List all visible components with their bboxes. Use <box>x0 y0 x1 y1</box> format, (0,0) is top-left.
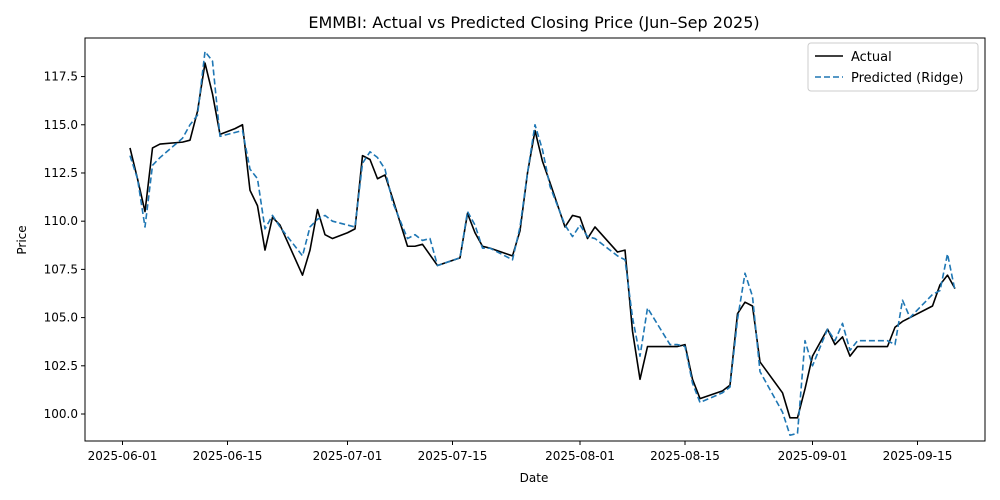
x-tick-label: 2025-07-15 <box>418 449 488 463</box>
y-tick-label: 110.0 <box>44 214 78 228</box>
legend: Actual Predicted (Ridge) <box>807 42 979 92</box>
x-tick-label: 2025-09-01 <box>778 449 848 463</box>
x-tick-label: 2025-06-01 <box>88 449 158 463</box>
x-axis: 2025-06-01 2025-06-15 2025-07-01 2025-07-15… <box>88 441 953 463</box>
y-tick-label: 102.5 <box>44 359 78 373</box>
series-line-predicted <box>129 50 956 437</box>
series-layer <box>129 50 956 437</box>
plot-frame <box>84 37 986 442</box>
y-tick-label: 117.5 <box>44 70 78 84</box>
x-tick-label: 2025-08-01 <box>545 449 615 463</box>
y-tick-label: 112.5 <box>44 166 78 180</box>
series-line-actual <box>129 62 956 419</box>
x-axis-label: Date <box>520 471 549 485</box>
legend-label-actual: Actual <box>851 50 892 65</box>
x-tick-label: 2025-09-15 <box>883 449 953 463</box>
y-tick-label: 105.0 <box>44 311 78 325</box>
y-tick-label: 107.5 <box>44 262 78 276</box>
y-axis-label: Price <box>15 225 29 254</box>
x-tick-label: 2025-08-15 <box>650 449 720 463</box>
y-tick-label: 115.0 <box>44 118 78 132</box>
y-tick-label: 100.0 <box>44 407 78 421</box>
legend-label-predicted: Predicted (Ridge) <box>851 71 963 86</box>
plot-area <box>84 37 986 442</box>
legend-box <box>807 42 979 92</box>
x-tick-label: 2025-07-01 <box>313 449 383 463</box>
x-tick-label: 2025-06-15 <box>193 449 263 463</box>
y-axis: 100.0 102.5 105.0 107.5 110.0 112.5 115.0 117.5 <box>44 70 85 421</box>
chart-title: EMMBI: Actual vs Predicted Closing Price… <box>308 13 759 32</box>
